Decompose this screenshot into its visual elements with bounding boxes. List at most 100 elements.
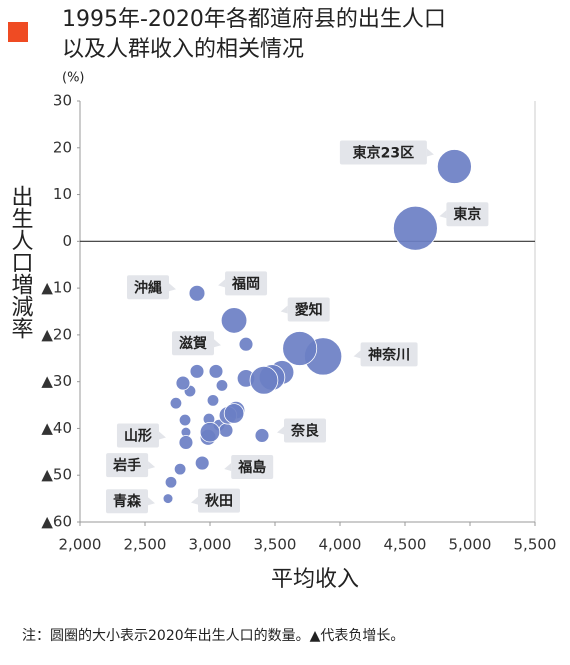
point-label: 岩手 xyxy=(106,453,156,478)
bubble xyxy=(208,364,224,379)
x-tick-label: 2,000 xyxy=(59,536,102,554)
bubble xyxy=(218,422,234,438)
label-box xyxy=(231,455,274,480)
bubble xyxy=(188,284,206,302)
bubble xyxy=(175,375,191,391)
y-tick-label: ▲30 xyxy=(41,372,72,390)
bubble xyxy=(164,476,178,489)
point-label: 沖縄 xyxy=(127,275,176,300)
label-text: 奈良 xyxy=(290,422,319,439)
x-axis-title: 平均收入 xyxy=(271,567,359,592)
chart-title: 1995年-2020年各都道府县的出生人口 xyxy=(62,7,446,32)
chart-title: 以及人群收入的相关情况 xyxy=(62,37,304,62)
label-text: 山形 xyxy=(124,427,152,444)
label-text: 神奈川 xyxy=(368,346,410,363)
bubble xyxy=(173,462,187,476)
title-marker xyxy=(8,22,28,42)
point-label: 福岡 xyxy=(218,271,268,296)
point-label: 神奈川 xyxy=(353,342,418,367)
label-pointer xyxy=(280,305,288,314)
y-unit: (%) xyxy=(62,71,85,86)
label-pointer xyxy=(277,426,284,435)
point-label: 秋田 xyxy=(191,488,241,513)
bubble xyxy=(178,435,194,450)
bubble xyxy=(238,336,254,352)
bubble xyxy=(223,403,245,424)
label-pointer xyxy=(148,461,156,470)
label-box xyxy=(225,271,268,296)
x-tick-label: 3,500 xyxy=(254,536,297,554)
label-text: 東京 xyxy=(453,206,481,223)
label-box xyxy=(446,202,489,227)
label-text: 福島 xyxy=(237,459,266,476)
label-pointer xyxy=(218,279,226,288)
y-tick-label: 0 xyxy=(62,232,72,250)
label-box xyxy=(198,488,241,513)
label-pointer xyxy=(426,148,434,157)
bubble xyxy=(194,455,210,471)
bubble xyxy=(254,428,270,443)
bubble xyxy=(249,365,279,395)
x-tick-label: 2,500 xyxy=(124,536,167,554)
label-box xyxy=(106,489,148,514)
label-text: 東京23区 xyxy=(353,144,414,161)
y-axis-title: 出生人口増減率 xyxy=(8,185,34,339)
label-text: 青森 xyxy=(113,493,142,510)
label-box xyxy=(284,418,326,443)
x-tick-label: 4,000 xyxy=(319,536,362,554)
label-text: 秋田 xyxy=(205,493,233,510)
x-tick-label: 5,500 xyxy=(514,536,557,554)
y-tick-label: ▲50 xyxy=(41,466,72,484)
label-pointer xyxy=(191,496,199,505)
bubble xyxy=(206,394,220,407)
label-pointer xyxy=(224,463,232,472)
bubble xyxy=(178,413,192,427)
label-box xyxy=(339,140,427,165)
label-pointer xyxy=(353,350,361,359)
point-label: 青森 xyxy=(106,489,155,514)
point-label: 愛知 xyxy=(280,297,330,322)
bubble xyxy=(215,379,229,392)
label-text: 岩手 xyxy=(112,457,141,474)
point-label: 東京 xyxy=(439,202,489,227)
label-box xyxy=(172,331,215,356)
bubble xyxy=(220,307,248,334)
bubble xyxy=(189,364,205,379)
point-label: 奈良 xyxy=(277,418,326,443)
bubble xyxy=(436,149,472,184)
bubble xyxy=(162,493,174,504)
label-pointer xyxy=(439,210,447,219)
bubble xyxy=(199,421,221,443)
label-pointer xyxy=(148,497,155,506)
y-tick-label: ▲40 xyxy=(41,419,72,437)
point-label: 山形 xyxy=(116,423,166,448)
label-pointer xyxy=(158,431,166,440)
label-text: 滋賀 xyxy=(179,335,207,352)
x-tick-label: 5,000 xyxy=(449,536,492,554)
bubble xyxy=(392,205,438,251)
y-tick-label: ▲20 xyxy=(41,325,72,343)
y-tick-label: ▲60 xyxy=(41,513,72,531)
y-tick-label: 20 xyxy=(53,138,72,156)
label-box xyxy=(116,423,159,448)
bubble xyxy=(282,331,318,366)
x-tick-label: 3,000 xyxy=(189,536,232,554)
label-box xyxy=(287,297,330,322)
y-tick-label: 30 xyxy=(53,92,72,110)
label-box xyxy=(360,342,418,367)
label-pointer xyxy=(169,283,176,292)
label-text: 福岡 xyxy=(231,275,260,292)
label-text: 愛知 xyxy=(295,301,323,318)
point-label: 福島 xyxy=(224,455,274,480)
note: 注：圆圈的大小表示2020年出生人口的数量。▲代表负增长。 xyxy=(22,628,404,644)
y-tick-label: 10 xyxy=(53,185,72,203)
label-pointer xyxy=(214,339,222,348)
label-text: 沖縄 xyxy=(134,279,162,296)
label-box xyxy=(106,453,149,478)
point-label: 滋賀 xyxy=(172,331,222,356)
label-box xyxy=(127,275,169,300)
bubble xyxy=(169,396,183,410)
x-tick-label: 4,500 xyxy=(384,536,427,554)
y-tick-label: ▲10 xyxy=(41,279,72,297)
